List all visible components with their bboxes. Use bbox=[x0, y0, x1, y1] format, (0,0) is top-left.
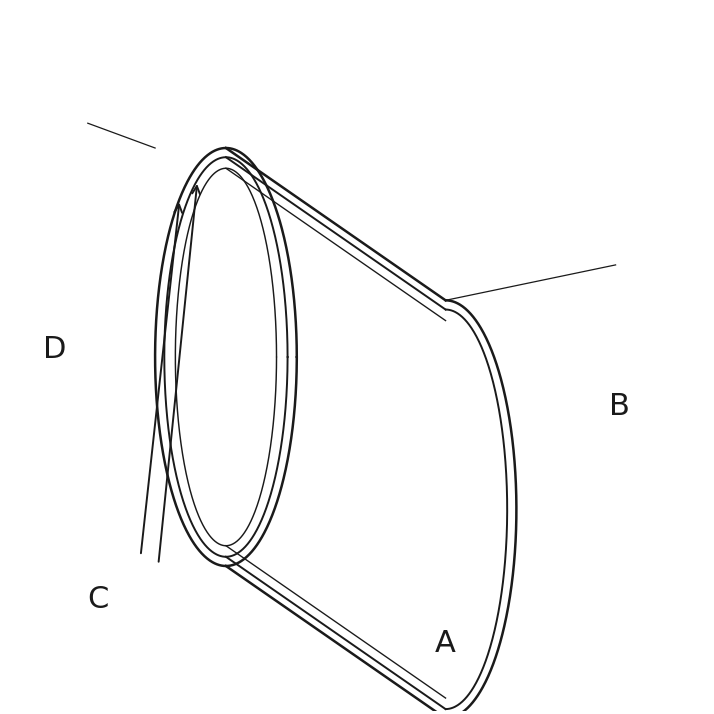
Text: C: C bbox=[88, 585, 109, 614]
Text: B: B bbox=[609, 392, 630, 421]
Text: A: A bbox=[435, 630, 456, 658]
Text: D: D bbox=[43, 336, 66, 364]
